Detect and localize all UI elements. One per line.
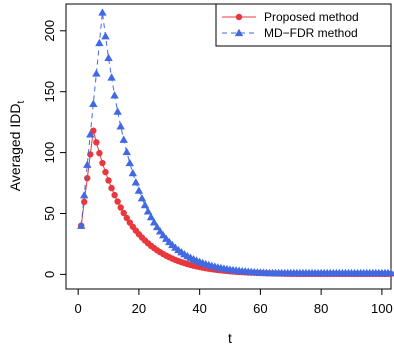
data-point	[89, 99, 98, 108]
legend-marker	[234, 28, 244, 37]
data-point	[95, 38, 104, 47]
data-point	[152, 222, 162, 231]
data-point	[122, 147, 131, 156]
legend: Proposed method MD−FDR method	[215, 3, 392, 47]
y-axis-label: Averaged IDDt	[7, 101, 27, 192]
data-point	[128, 168, 138, 177]
data-point	[116, 122, 125, 130]
data-point	[96, 149, 103, 157]
data-point	[125, 158, 134, 167]
plot-area	[76, 8, 394, 278]
y-tick-label: 200	[42, 20, 57, 42]
y-axis-label-main: Averaged IDD	[7, 104, 23, 192]
data-point	[104, 53, 113, 61]
data-point	[131, 178, 141, 186]
data-point	[137, 194, 147, 202]
data-point	[111, 191, 118, 199]
data-point	[105, 177, 112, 184]
legend-label: MD−FDR method	[264, 26, 358, 40]
x-tick-label: 40	[192, 301, 206, 316]
data-point	[119, 135, 128, 143]
data-point	[114, 198, 121, 205]
data-point	[99, 159, 106, 167]
series-proposed	[77, 127, 394, 278]
data-point	[81, 198, 88, 206]
x-axis: 0 20 40 60 80 100	[75, 289, 393, 316]
y-axis: 0 50 100 150 200	[42, 20, 66, 278]
x-axis-label: t	[228, 330, 232, 346]
data-point	[80, 191, 89, 199]
data-point	[76, 221, 86, 229]
data-point	[108, 184, 115, 192]
legend-box	[215, 3, 392, 47]
legend-marker	[235, 13, 243, 21]
x-tick-label: 60	[253, 301, 267, 316]
data-point	[386, 268, 394, 277]
data-point	[84, 174, 91, 182]
data-point	[98, 8, 107, 16]
data-point	[86, 130, 95, 138]
y-tick-label: 50	[42, 206, 57, 220]
data-point	[143, 207, 153, 215]
data-point	[102, 168, 109, 176]
x-tick-label: 0	[75, 301, 82, 316]
legend-label: Proposed method	[264, 10, 359, 24]
x-tick-label: 100	[371, 301, 393, 316]
data-point	[123, 214, 130, 222]
data-point	[92, 69, 101, 77]
series-mdfdr	[76, 8, 394, 277]
data-point	[134, 186, 144, 194]
data-point	[117, 204, 124, 211]
plot-frame	[65, 3, 392, 290]
y-tick-label: 0	[42, 271, 57, 278]
data-point	[146, 212, 156, 221]
data-point	[93, 139, 100, 146]
data-point	[140, 200, 150, 209]
data-point	[90, 127, 97, 134]
data-point	[149, 218, 159, 226]
data-point	[107, 73, 116, 81]
data-point	[83, 160, 92, 168]
data-point	[101, 32, 110, 40]
y-tick-label: 100	[42, 142, 57, 164]
x-tick-label: 80	[314, 301, 328, 316]
data-point	[110, 91, 119, 99]
data-point	[113, 107, 122, 115]
x-tick-label: 20	[132, 301, 146, 316]
y-axis-label-subscript: t	[16, 101, 27, 104]
data-point	[120, 209, 127, 217]
y-tick-label: 150	[42, 81, 57, 103]
data-point	[155, 227, 165, 235]
